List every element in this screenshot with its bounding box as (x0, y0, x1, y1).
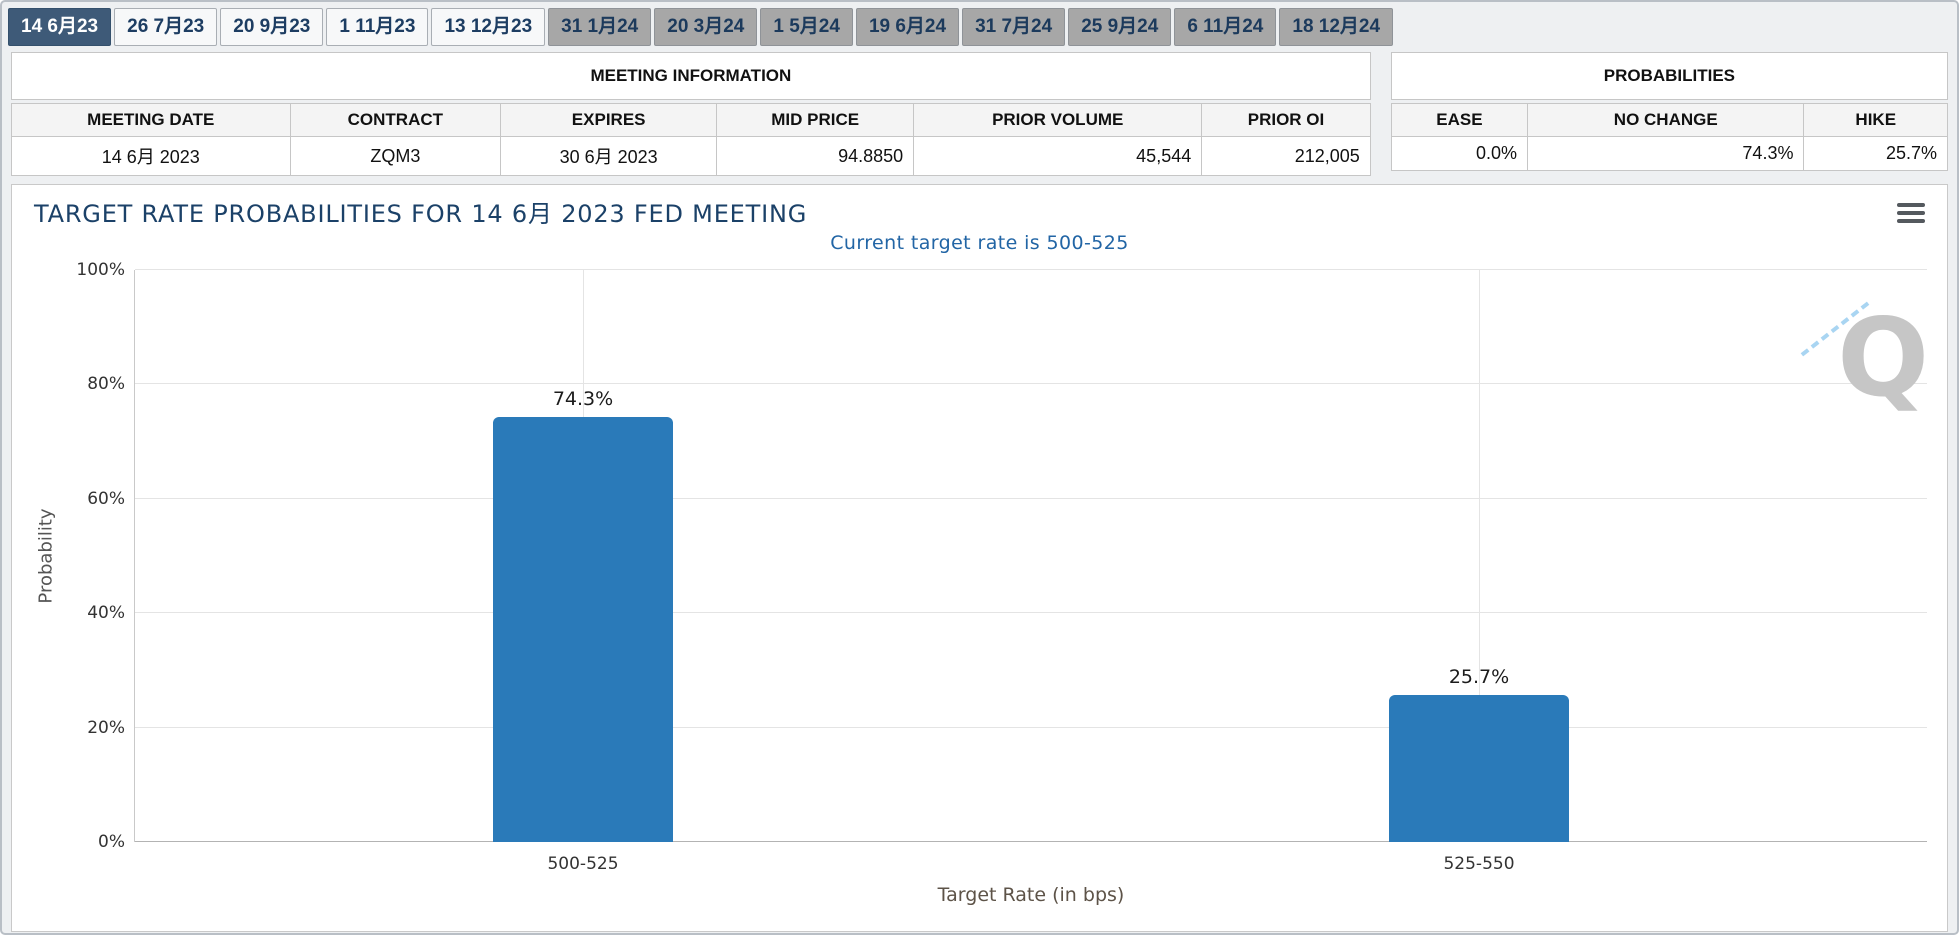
meeting-date-tab[interactable]: 19 6月24 (855, 8, 960, 46)
col-contract: CONTRACT (289, 103, 502, 137)
y-tick-label: 80% (87, 374, 125, 395)
y-tick-label: 0% (98, 832, 125, 852)
probabilities-table: EASE NO CHANGE HIKE 0.0% 74.3% 25.7% (1390, 103, 1948, 171)
meeting-date-tab[interactable]: 18 12月24 (1279, 8, 1394, 46)
plot-area: Target Rate (in bps) 0% 20% 40% 60% 80% 100% 7… (76, 260, 1927, 906)
probabilities-data-row: 0.0% 74.3% 25.7% (1390, 136, 1948, 171)
y-tick-label: 20% (87, 717, 125, 738)
meeting-information-table: MEETING DATE CONTRACT EXPIRES MID PRICE … (11, 103, 1371, 176)
x-axis-title: Target Rate (in bps) (937, 884, 1125, 906)
probabilities-section: PROBABILITIES EASE NO CHANGE HIKE 0.0% 7… (1390, 52, 1948, 176)
meeting-date-tab[interactable]: 1 5月24 (760, 8, 853, 46)
watermark-q-letter: Q (1837, 296, 1929, 421)
cell-expires: 30 6月 2023 (500, 136, 718, 176)
y-axis-title: Probability (35, 508, 57, 604)
probabilities-header-row: EASE NO CHANGE HIKE (1390, 103, 1948, 137)
quikstrike-watermark-icon: Q (1800, 285, 1933, 425)
cell-meeting-date: 14 6月 2023 (11, 136, 291, 176)
meeting-date-tab[interactable]: 20 3月24 (654, 8, 758, 46)
cell-hike: 25.7% (1803, 136, 1948, 171)
y-gridline (135, 841, 1927, 842)
col-meeting-date: MEETING DATE (11, 103, 291, 137)
meeting-date-tab[interactable]: 25 9月24 (1068, 8, 1172, 46)
cell-no-change: 74.3% (1527, 136, 1805, 171)
col-mid-price: MID PRICE (716, 103, 915, 137)
x-category-label: 525-550 (1443, 854, 1515, 874)
cell-mid-price: 94.8850 (716, 136, 915, 176)
y-tick-label: 100% (76, 260, 125, 280)
chart-menu-button[interactable] (1897, 203, 1925, 227)
probability-bar[interactable] (1389, 695, 1569, 842)
meeting-information-data-row: 14 6月 2023 ZQM3 30 6月 2023 94.8850 45,54… (11, 136, 1371, 176)
chart-subtitle: Current target rate is 500-525 (830, 232, 1129, 254)
meeting-date-tab[interactable]: 31 1月24 (548, 8, 652, 46)
col-hike: HIKE (1803, 103, 1948, 137)
meeting-date-tab[interactable]: 6 11月24 (1174, 8, 1277, 46)
col-ease: EASE (1390, 103, 1529, 137)
cell-contract: ZQM3 (289, 136, 502, 176)
meeting-date-tab[interactable]: 20 9月23 (220, 8, 324, 46)
probability-bar[interactable] (493, 417, 673, 842)
x-gridline (1479, 270, 1480, 842)
y-gridline (135, 383, 1927, 385)
y-gridline (135, 269, 1927, 270)
y-gridline (135, 726, 1927, 728)
meeting-date-tabs: 14 6月23 26 7月23 20 9月23 1 11月23 13 12月23 31 1… (2, 2, 1957, 46)
bar-value-label: 74.3% (552, 388, 614, 411)
meeting-date-tab[interactable]: 14 6月23 (8, 8, 112, 46)
meeting-date-tab[interactable]: 31 7月24 (962, 8, 1066, 46)
y-tick-label: 60% (87, 488, 125, 509)
col-no-change: NO CHANGE (1527, 103, 1805, 137)
info-tables: MEETING INFORMATION MEETING DATE CONTRAC… (11, 52, 1948, 176)
meeting-date-tab[interactable]: 26 7月23 (114, 8, 218, 46)
y-gridline (135, 612, 1927, 614)
x-category-label: 500-525 (547, 854, 619, 874)
cell-ease: 0.0% (1390, 136, 1529, 171)
target-rate-chart: TARGET RATE PROBABILITIES FOR 14 6月 2023… (11, 184, 1948, 932)
y-gridline (135, 497, 1927, 499)
meeting-information-header-row: MEETING DATE CONTRACT EXPIRES MID PRICE … (11, 103, 1371, 137)
col-prior-volume: PRIOR VOLUME (913, 103, 1203, 137)
col-prior-oi: PRIOR OI (1201, 103, 1371, 137)
meeting-date-tab[interactable]: 1 11月23 (326, 8, 429, 46)
meeting-date-tab[interactable]: 13 12月23 (431, 8, 546, 46)
col-expires: EXPIRES (500, 103, 718, 137)
meeting-information-section: MEETING INFORMATION MEETING DATE CONTRAC… (11, 52, 1371, 176)
meeting-information-title: MEETING INFORMATION (11, 52, 1371, 100)
probabilities-title: PROBABILITIES (1390, 52, 1948, 100)
cell-prior-oi: 212,005 (1201, 136, 1371, 176)
cell-prior-volume: 45,544 (913, 136, 1203, 176)
y-tick-label: 40% (87, 603, 125, 624)
hamburger-menu-icon (1897, 203, 1925, 207)
chart-title: TARGET RATE PROBABILITIES FOR 14 6月 2023… (34, 200, 808, 228)
bar-value-label: 25.7% (1448, 666, 1510, 688)
